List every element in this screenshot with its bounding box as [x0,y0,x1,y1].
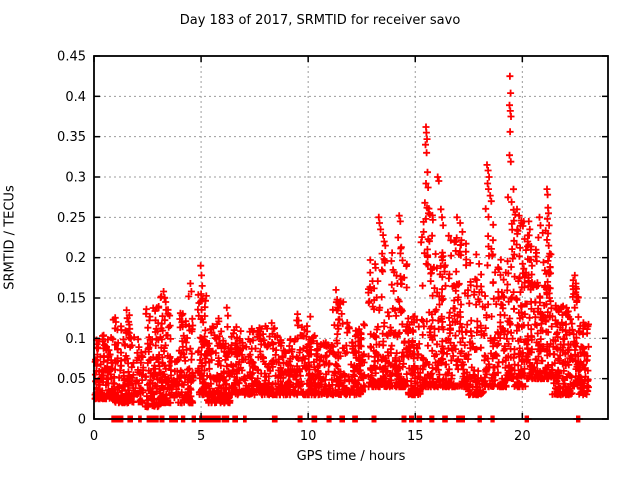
y-tick-label: 0.3 [65,171,86,186]
x-tick-label: 20 [514,429,531,444]
x-tick-label: 15 [407,429,424,444]
y-tick-label: 0.4 [65,90,86,105]
y-tick-label: 0.05 [57,372,86,387]
chart-title: Day 183 of 2017, SRMTID for receiver sav… [179,13,461,28]
scatter-points [91,72,592,423]
x-tick-label: 5 [197,429,205,444]
y-tick-label: 0.35 [57,130,86,145]
plot-border [93,55,609,420]
x-axis-label: GPS time / hours [296,449,406,464]
y-tick-label: 0.25 [57,211,86,226]
y-tick-label: 0.15 [57,292,86,307]
y-tick-label: 0 [78,413,86,428]
x-tick-label: 10 [300,429,317,444]
x-tick-label: 0 [90,429,98,444]
y-axis-label: SRMTID / TECUs [2,185,18,290]
y-tick-label: 0.45 [57,50,86,65]
y-tick-label: 0.1 [65,332,86,347]
y-tick-label: 0.2 [65,251,86,266]
